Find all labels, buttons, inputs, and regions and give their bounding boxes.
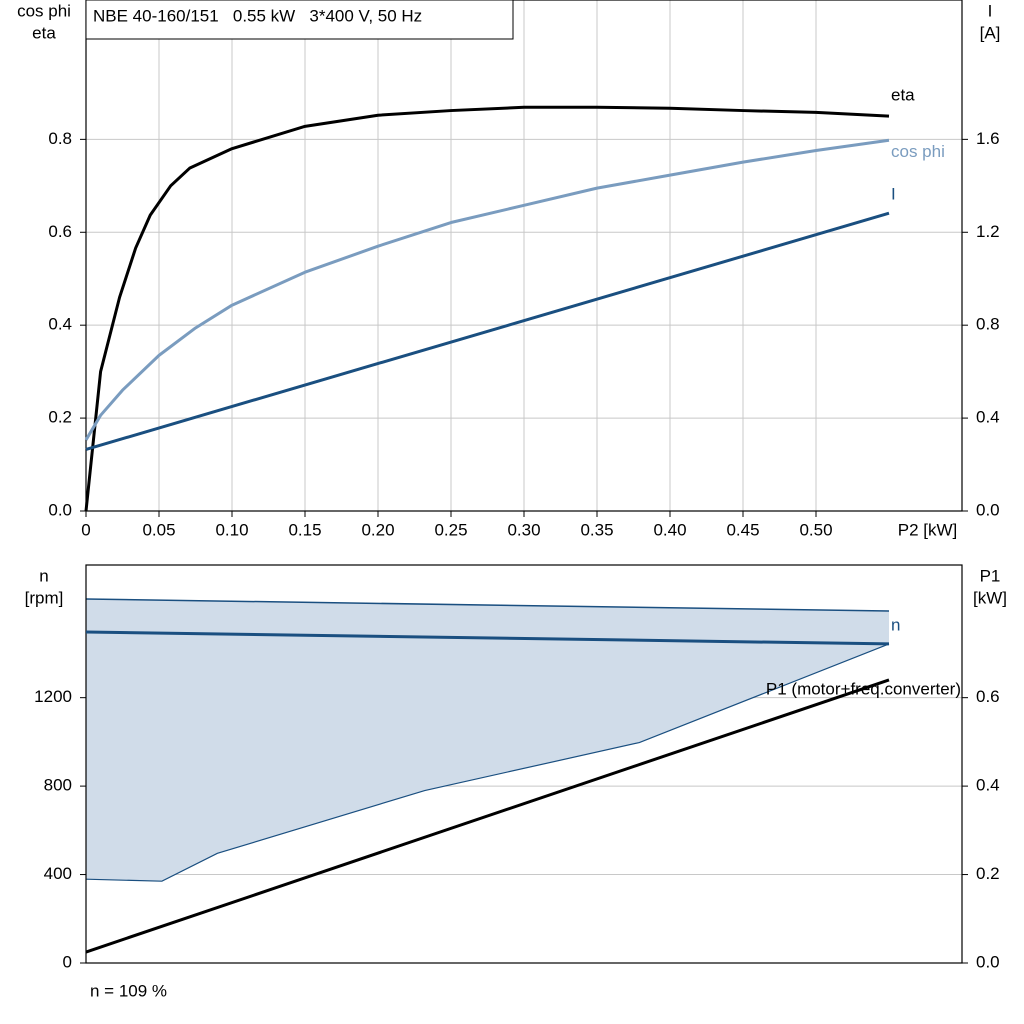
series-line bbox=[85, 211, 890, 451]
x-tick-label: 0.40 bbox=[653, 520, 686, 539]
y-tick-label: 0.8 bbox=[48, 129, 72, 148]
y2-tick-label: 1.6 bbox=[976, 129, 1000, 148]
y-axis-label: eta bbox=[32, 23, 56, 42]
range-upper bbox=[85, 598, 890, 612]
series-line bbox=[85, 630, 890, 646]
y2-tick-label: 0.8 bbox=[976, 315, 1000, 334]
x-tick-label: 0.20 bbox=[361, 520, 394, 539]
y2-tick-label: 0.0 bbox=[976, 500, 1000, 519]
title-box bbox=[85, 0, 514, 40]
y2-tick-label: 0.0 bbox=[976, 952, 1000, 971]
series-line bbox=[84, 105, 890, 512]
series-label: I bbox=[891, 185, 896, 204]
y2-tick-label: 1.2 bbox=[976, 222, 1000, 241]
y-tick-label: 0.2 bbox=[48, 408, 72, 427]
series-line bbox=[84, 138, 890, 441]
y-tick-label: 0 bbox=[63, 952, 72, 971]
y2-tick-label: 0.6 bbox=[976, 687, 1000, 706]
chart-title: NBE 40-160/151 0.55 kW 3*400 V, 50 Hz bbox=[93, 6, 422, 25]
x-tick-label: 0.50 bbox=[799, 520, 832, 539]
plot-frame bbox=[85, 564, 963, 964]
x-tick-label: 0.15 bbox=[288, 520, 321, 539]
y2-tick-label: 0.4 bbox=[976, 776, 1000, 795]
x-tick-label: 0.25 bbox=[434, 520, 467, 539]
y-axis-label: n bbox=[39, 566, 48, 585]
series-line bbox=[85, 678, 890, 954]
y-tick-label: 0.6 bbox=[48, 222, 72, 241]
x-tick-label: 0.45 bbox=[726, 520, 759, 539]
y-tick-label: 1200 bbox=[34, 687, 72, 706]
x-tick-label: 0.30 bbox=[507, 520, 540, 539]
y-axis-label: cos phi bbox=[17, 1, 71, 20]
series-label: P1 (motor+freq.converter) bbox=[766, 679, 961, 698]
y-tick-label: 0.4 bbox=[48, 315, 72, 334]
y2-tick-label: 0.2 bbox=[976, 864, 1000, 883]
x-axis-label: P2 [kW] bbox=[898, 520, 958, 539]
range-lower bbox=[85, 643, 890, 882]
x-tick-label: 0 bbox=[81, 520, 90, 539]
y2-axis-label: I bbox=[988, 1, 993, 20]
y2-axis-label: [A] bbox=[980, 23, 1001, 42]
y-tick-label: 800 bbox=[44, 776, 72, 795]
y-tick-label: 0.0 bbox=[48, 500, 72, 519]
y2-axis-label: P1 bbox=[980, 566, 1001, 585]
y-axis-label: [rpm] bbox=[25, 588, 64, 607]
series-label: eta bbox=[891, 86, 915, 105]
y2-axis-label: [kW] bbox=[973, 588, 1007, 607]
operating-range bbox=[86, 599, 889, 882]
y2-tick-label: 0.4 bbox=[976, 408, 1000, 427]
note: n = 109 % bbox=[90, 981, 167, 1000]
x-tick-label: 0.05 bbox=[142, 520, 175, 539]
x-tick-label: 0.10 bbox=[215, 520, 248, 539]
series-label: cos phi bbox=[891, 142, 945, 161]
series-label: n bbox=[891, 615, 900, 634]
y-tick-label: 400 bbox=[44, 864, 72, 883]
x-tick-label: 0.35 bbox=[580, 520, 613, 539]
